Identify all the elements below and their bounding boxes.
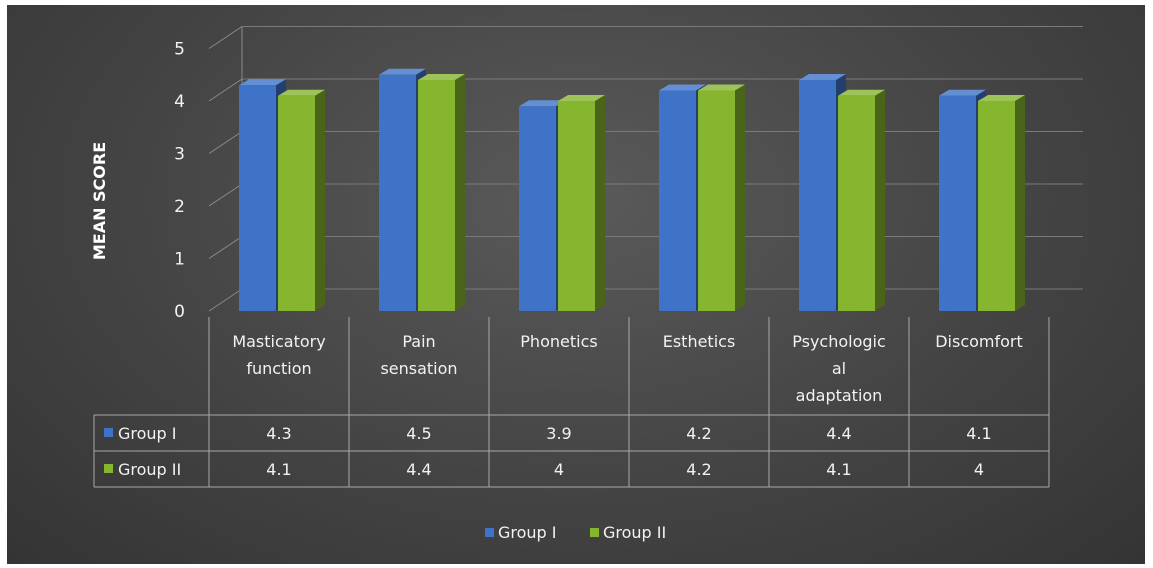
category-label: Esthetics bbox=[663, 332, 736, 351]
gridline-depth bbox=[208, 78, 243, 102]
bar-top bbox=[659, 84, 706, 91]
bar-front bbox=[939, 95, 976, 311]
bar-top bbox=[939, 89, 986, 96]
category-label: adaptation bbox=[796, 386, 883, 405]
table-cell-value: 3.9 bbox=[546, 424, 571, 443]
category-label: Pain bbox=[402, 332, 435, 351]
bar-top bbox=[379, 68, 426, 75]
table-row-label: Group II bbox=[118, 460, 181, 479]
y-tick-label: 5 bbox=[174, 40, 185, 60]
bar-front bbox=[278, 95, 315, 311]
gridline-depth bbox=[208, 26, 243, 49]
bar-front bbox=[379, 74, 416, 311]
bar-side bbox=[875, 89, 885, 311]
table-cell-value: 4.1 bbox=[266, 460, 291, 479]
bar-side bbox=[315, 89, 325, 311]
category-label: function bbox=[246, 359, 311, 378]
bar-group-ii-2 bbox=[418, 74, 465, 311]
category-label: al bbox=[832, 359, 846, 378]
gridline-depth bbox=[208, 288, 243, 312]
table-cell-value: 4 bbox=[554, 460, 564, 479]
table-cell-value: 4.5 bbox=[406, 424, 431, 443]
bar-top bbox=[239, 79, 286, 86]
y-axis-label: MEAN SCORE bbox=[90, 142, 109, 260]
gridline-depth bbox=[208, 131, 243, 154]
chart-svg: 0 1 2 3 4 5 MEAN SCORE Masticatory function Pain s… bbox=[90, 26, 1083, 542]
y-tick-label: 0 bbox=[174, 302, 185, 322]
bar-top bbox=[799, 74, 846, 80]
legend-label: Group I bbox=[498, 523, 557, 542]
bar-front bbox=[418, 80, 455, 311]
y-tick-label: 1 bbox=[174, 250, 185, 270]
legend-label: Group II bbox=[603, 523, 666, 542]
bar-group-ii-4 bbox=[698, 84, 745, 311]
gridline-depth bbox=[208, 183, 243, 207]
bar-side bbox=[735, 84, 745, 311]
gridline-depth bbox=[208, 236, 243, 259]
bar-group-ii-3 bbox=[558, 95, 605, 311]
bar-group-ii-5 bbox=[838, 89, 885, 311]
bar-side bbox=[595, 95, 605, 311]
bar-front bbox=[978, 101, 1015, 311]
bar-front bbox=[659, 90, 696, 311]
y-tick-label: 4 bbox=[174, 92, 185, 112]
bar-front bbox=[519, 106, 556, 311]
category-label: Psychologic bbox=[792, 332, 886, 351]
bar-front bbox=[558, 101, 595, 311]
table-cell-value: 4.2 bbox=[686, 424, 711, 443]
bar-top bbox=[278, 89, 325, 96]
category-label: sensation bbox=[380, 359, 457, 378]
category-label: Phonetics bbox=[520, 332, 597, 351]
bar-top bbox=[698, 84, 745, 91]
table-cell-value: 4.1 bbox=[826, 460, 851, 479]
bar-front bbox=[698, 90, 735, 311]
table-legend-key bbox=[104, 428, 113, 437]
bar-group-ii-1 bbox=[278, 89, 325, 311]
bar-top bbox=[418, 74, 465, 80]
bar-top bbox=[519, 100, 566, 107]
table-legend-key bbox=[104, 464, 113, 473]
table-cell-value: 4.1 bbox=[966, 424, 991, 443]
y-tick-label: 3 bbox=[174, 145, 185, 165]
table-cell-value: 4 bbox=[974, 460, 984, 479]
y-tick-label: 2 bbox=[174, 197, 185, 217]
legend-key bbox=[485, 528, 494, 537]
category-label: Discomfort bbox=[935, 332, 1023, 351]
bar-front bbox=[838, 95, 875, 311]
category-label: Masticatory bbox=[232, 332, 325, 351]
table-cell-value: 4.4 bbox=[406, 460, 431, 479]
bar-top bbox=[838, 89, 885, 96]
bar-front bbox=[799, 80, 836, 311]
chart-area: 0 1 2 3 4 5 MEAN SCORE Masticatory function Pain s… bbox=[7, 5, 1145, 564]
bar-group-ii-6 bbox=[978, 95, 1025, 311]
legend-key bbox=[590, 528, 599, 537]
table-row-label: Group I bbox=[118, 424, 177, 443]
table-cell-value: 4.3 bbox=[266, 424, 291, 443]
bar-side bbox=[1015, 95, 1025, 311]
bar-front bbox=[239, 85, 276, 311]
table-cell-value: 4.4 bbox=[826, 424, 851, 443]
bar-side bbox=[455, 74, 465, 311]
table-cell-value: 4.2 bbox=[686, 460, 711, 479]
bar-top bbox=[978, 95, 1025, 101]
bar-top bbox=[558, 95, 605, 101]
